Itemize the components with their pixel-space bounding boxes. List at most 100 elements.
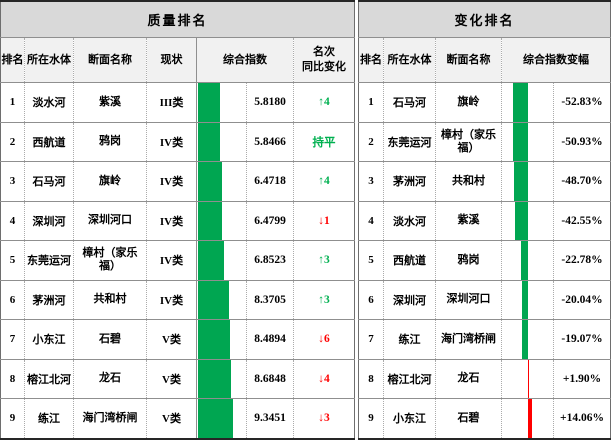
- rank-cell: 7: [358, 319, 384, 359]
- section-cell: 龙石: [435, 358, 502, 399]
- rank-cell: 6: [358, 279, 384, 320]
- header-index-change: 综合指数变幅: [501, 37, 611, 83]
- change-value-cell: +14.06%: [553, 398, 611, 439]
- rank-cell: 3: [0, 161, 25, 201]
- index-bar: [198, 241, 224, 280]
- index-bar-cell: [196, 358, 247, 399]
- quality-table-row: 7 小东江 石碧 V类 8.4894 ↓6: [0, 319, 355, 359]
- rank-cell: 1: [0, 82, 25, 122]
- change-bar-cell: [501, 200, 554, 241]
- change-table-row: 3 茅洲河 共和村 -48.70%: [358, 161, 611, 201]
- change-value-cell: -19.07%: [553, 319, 611, 359]
- index-bar: [198, 122, 220, 161]
- water-body-cell: 深圳河: [24, 200, 74, 241]
- status-cell: IV类: [146, 240, 197, 280]
- rank-cell: 9: [358, 398, 384, 439]
- index-bar: [198, 83, 220, 122]
- section-cell: 海门湾桥闸: [435, 319, 502, 359]
- rank-change-cell: ↓6: [293, 319, 355, 359]
- index-bar-cell: [196, 200, 247, 241]
- header-section: 断面名称: [73, 37, 147, 83]
- status-cell: IV类: [146, 200, 197, 241]
- status-cell: IV类: [146, 161, 197, 201]
- index-bar: [198, 320, 230, 359]
- water-body-cell: 练江: [383, 319, 436, 359]
- change-bar: [513, 162, 528, 201]
- index-bar: [198, 162, 223, 201]
- rank-change-cell: ↑3: [293, 240, 355, 280]
- quality-table-row: 8 榕江北河 龙石 V类 8.6848 ↓4: [0, 358, 355, 399]
- change-bar-cell: [501, 319, 554, 359]
- water-body-cell: 榕江北河: [383, 358, 436, 399]
- index-value-cell: 9.3451: [246, 398, 294, 439]
- rank-cell: 5: [0, 240, 25, 280]
- change-bar-cell: [501, 121, 554, 162]
- change-table-title-row: 变化排名: [358, 1, 611, 38]
- index-bar: [198, 399, 233, 438]
- water-body-cell: 茅洲河: [24, 279, 74, 320]
- change-bar-cell: [501, 279, 554, 320]
- header-section: 断面名称: [435, 37, 502, 83]
- change-table-row: 9 小东江 石碧 +14.06%: [358, 398, 611, 439]
- change-table-row: 5 西航道 鸦岗 -22.78%: [358, 240, 611, 280]
- change-value-cell: -42.55%: [553, 200, 611, 241]
- rank-cell: 2: [0, 121, 25, 162]
- change-bar: [521, 280, 528, 319]
- change-table-body: 1 石马河 旗岭 -52.83% 2 东莞运河 樟村（家乐福） -50.93% 3 茅洲河 共和村 -…: [358, 82, 611, 439]
- status-cell: V类: [146, 319, 197, 359]
- section-cell: 樟村（家乐福）: [73, 240, 147, 280]
- change-value-cell: -52.83%: [553, 82, 611, 122]
- section-cell: 鸦岗: [435, 240, 502, 280]
- change-bar-cell: [501, 398, 554, 439]
- change-bar: [521, 241, 528, 280]
- change-value-cell: -22.78%: [553, 240, 611, 280]
- change-bar-cell: [501, 161, 554, 201]
- quality-table-body: 1 淡水河 紫溪 III类 5.8180 ↑4 2 西航道 鸦岗 IV类 5.8466 持平 3 石马河旗…: [0, 82, 355, 439]
- header-water-body: 所在水体: [383, 37, 436, 83]
- rank-change-cell: ↓3: [293, 398, 355, 439]
- change-bar: [527, 359, 529, 398]
- index-value-cell: 8.3705: [246, 279, 294, 320]
- change-bar-cell: [501, 358, 554, 399]
- change-table-row: 2 东莞运河 樟村（家乐福） -50.93%: [358, 121, 611, 162]
- quality-table-title-row: 质量排名: [0, 1, 355, 38]
- change-bar: [527, 399, 532, 438]
- change-bar: [513, 122, 528, 161]
- index-bar-cell: [196, 319, 247, 359]
- change-value-cell: -20.04%: [553, 279, 611, 320]
- rank-cell: 7: [0, 319, 25, 359]
- section-cell: 紫溪: [435, 200, 502, 241]
- status-cell: V类: [146, 398, 197, 439]
- index-bar-cell: [196, 82, 247, 122]
- rank-cell: 1: [358, 82, 384, 122]
- section-cell: 深圳河口: [435, 279, 502, 320]
- change-value-cell: +1.90%: [553, 358, 611, 399]
- index-bar: [198, 201, 223, 240]
- change-value-cell: -50.93%: [553, 121, 611, 162]
- change-table-title: 变化排名: [358, 1, 611, 38]
- section-cell: 石碧: [435, 398, 502, 439]
- index-value-cell: 5.8180: [246, 82, 294, 122]
- water-body-cell: 淡水河: [383, 200, 436, 241]
- change-table-row: 7 练江 海门湾桥闸 -19.07%: [358, 319, 611, 359]
- rank-cell: 4: [0, 200, 25, 241]
- section-cell: 龙石: [73, 358, 147, 399]
- rank-change-cell: ↑4: [293, 82, 355, 122]
- index-bar: [198, 280, 230, 319]
- section-cell: 鸦岗: [73, 121, 147, 162]
- water-body-cell: 东莞运河: [24, 240, 74, 280]
- water-body-cell: 石马河: [383, 82, 436, 122]
- quality-table-row: 3 石马河 旗岭 IV类 6.4718 ↑4: [0, 161, 355, 201]
- water-body-cell: 小东江: [383, 398, 436, 439]
- rank-cell: 9: [0, 398, 25, 439]
- water-body-cell: 淡水河: [24, 82, 74, 122]
- change-bar: [515, 201, 528, 240]
- rank-cell: 5: [358, 240, 384, 280]
- index-bar-cell: [196, 279, 247, 320]
- section-cell: 石碧: [73, 319, 147, 359]
- water-body-cell: 西航道: [24, 121, 74, 162]
- section-cell: 共和村: [435, 161, 502, 201]
- water-body-cell: 榕江北河: [24, 358, 74, 399]
- header-rank: 排名: [358, 37, 384, 83]
- quality-table-row: 1 淡水河 紫溪 III类 5.8180 ↑4: [0, 82, 355, 122]
